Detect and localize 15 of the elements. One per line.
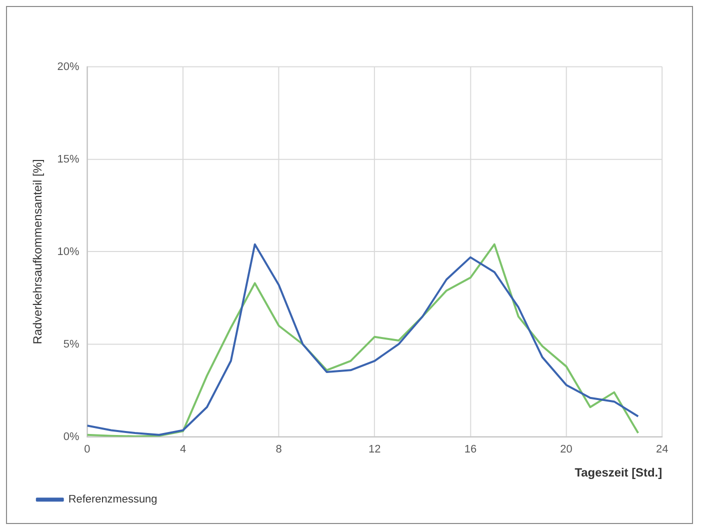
y-tick-label: 0% [63, 430, 80, 443]
x-tick-label: 4 [180, 443, 186, 456]
x-tick-label: 24 [656, 443, 668, 456]
y-tick-label: 15% [57, 153, 80, 166]
y-tick-label: 20% [57, 60, 80, 73]
x-tick-label: 12 [368, 443, 381, 456]
x-tick-label: 16 [464, 443, 477, 456]
y-tick-label: 10% [57, 246, 80, 258]
x-tick-label: 20 [560, 443, 572, 456]
y-tick-label: 5% [63, 338, 80, 350]
x-axis-title: Tageszeit [Std.] [574, 465, 662, 480]
x-tick-label: 8 [276, 443, 282, 456]
legend-label: Referenzmessung [68, 494, 158, 506]
x-tick-label: 0 [84, 443, 90, 456]
y-axis-title: Radverkehrsaufkommensanteil [%] [30, 159, 44, 344]
